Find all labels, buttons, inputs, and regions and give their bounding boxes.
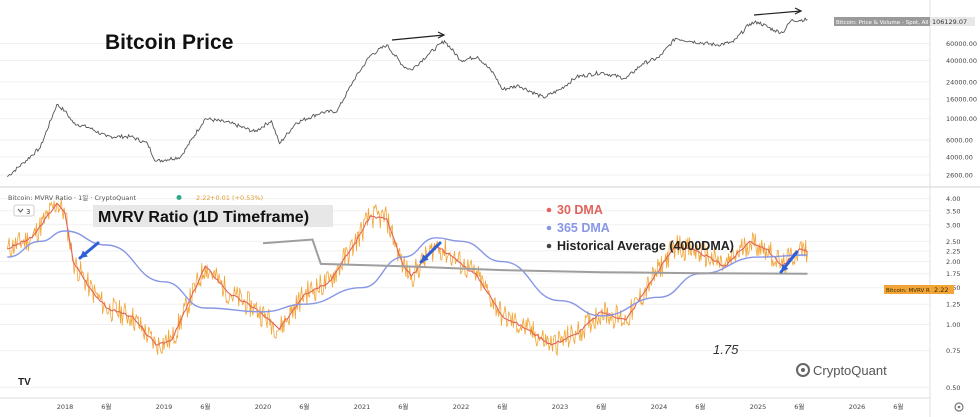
mvrv-series-name: Bitcoin: MVRV Ratio · 1일 · CryptoQuant — [8, 193, 137, 202]
x-tick-label: 2018 — [57, 403, 74, 411]
price-line — [7, 16, 808, 177]
arrow-2021-head — [421, 254, 429, 262]
legend-dot-3 — [546, 243, 552, 249]
price-y-tick-label: 40000.00 — [946, 57, 977, 65]
collapse-count: 3 — [26, 208, 30, 216]
time-axis: 2018 6월 2019 6월 2020 6월 2021 6월 2022 6월 2023 6월 2024… — [0, 397, 930, 411]
arrow-price-2021 — [391, 31, 446, 41]
price-y-tick-label: 10000.00 — [946, 115, 977, 123]
price-y-tick-label: 24000.00 — [946, 78, 977, 86]
mvrv-daily-line — [6, 199, 808, 357]
historical-average-note: 1.75 — [713, 342, 739, 357]
arrow-2018-head — [80, 250, 88, 258]
x-tick-label: 2020 — [255, 403, 272, 411]
arrow-price-2025 — [753, 7, 803, 16]
price-y-tick-label: 16000.00 — [946, 95, 977, 103]
price-last-badge: Bitcoin: Price & Volume - Spot, All E...… — [834, 17, 975, 26]
mvrv-header-change: +0.01 (+0.53%) — [210, 194, 263, 202]
mvrv-chart-title: MVRV Ratio (1D Timeframe) — [98, 209, 309, 226]
mvrv-y-tick-label: 3.50 — [946, 207, 960, 215]
annotation-arrows — [78, 7, 803, 274]
mvrv-plot — [6, 199, 808, 357]
price-chart-title: Bitcoin Price — [105, 31, 233, 54]
x-tick-label: 6월 — [398, 402, 408, 411]
tradingview-logo-icon: TV — [18, 377, 31, 388]
x-tick-label: 2024 — [651, 403, 668, 411]
price-last-value: 106129.07 — [932, 18, 967, 26]
x-tick-label: 2022 — [453, 403, 470, 411]
x-tick-label: 6월 — [101, 402, 111, 411]
mvrv-y-tick-label: 0.50 — [946, 384, 960, 392]
x-tick-label: 6월 — [695, 402, 705, 411]
mvrv-y-tick-label: 2.50 — [946, 238, 960, 246]
mvrv-y-tick-label: 1.25 — [946, 301, 960, 309]
legend-label-2: 365 DMA — [557, 221, 610, 235]
legend-dot-2 — [546, 225, 552, 231]
gridlines — [0, 42, 930, 388]
collapse-toggle[interactable]: 3 — [13, 204, 35, 217]
mvrv-badge-label: Bitcoin: MVRV Ratio — [886, 288, 941, 294]
mvrv-header-value: 2.22 — [196, 194, 210, 202]
arrow-2021 — [419, 241, 442, 264]
mvrv-y-tick-label: 1.75 — [946, 270, 960, 278]
cryptoquant-watermark: CryptoQuant — [796, 363, 887, 378]
price-y-tick-label: 4000.00 — [946, 153, 973, 161]
mvrv-y-tick-label: 3.00 — [946, 221, 960, 229]
status-dot-icon — [176, 195, 182, 200]
axis-settings-gear-icon[interactable] — [954, 402, 964, 412]
legend-dot-1 — [546, 207, 552, 213]
cryptoquant-logo-icon — [796, 363, 810, 377]
watermark-text: CryptoQuant — [813, 363, 887, 378]
arrow-price-2021-shaft — [391, 34, 445, 41]
mvrv-y-tick-label: 4.00 — [946, 195, 960, 203]
price-series-label: Bitcoin: Price & Volume - Spot, All E... — [836, 20, 939, 26]
arrow-2025 — [779, 250, 799, 274]
dma30-line — [7, 202, 808, 346]
price-y-axis: 2600.00 4000.00 6000.00 10000.00 16000.00 240… — [946, 40, 977, 180]
chevron-down-icon — [17, 208, 24, 213]
price-y-tick-label: 60000.00 — [946, 40, 977, 48]
legend-label-3: Historical Average (4000DMA) — [557, 239, 734, 253]
legend: 30 DMA 365 DMA Historical Average (4000DMA… — [546, 203, 734, 253]
mvrv-header: Bitcoin: MVRV Ratio · 1일 · CryptoQuant 2… — [8, 193, 263, 202]
mvrv-badge-value: 2.22 — [934, 286, 948, 294]
arrow-price-2025-shaft — [753, 10, 802, 16]
price-y-tick-label: 2600.00 — [946, 172, 973, 180]
mvrv-y-tick-label: 0.75 — [946, 347, 960, 355]
legend-label-1: 30 DMA — [557, 203, 603, 217]
x-tick-label: 6월 — [596, 402, 606, 411]
x-tick-label: 2026 — [849, 403, 866, 411]
x-tick-label: 2023 — [552, 403, 569, 411]
arrow-price-2021-head — [437, 31, 446, 39]
x-tick-label: 2019 — [156, 403, 173, 411]
mvrv-y-tick-label: 2.00 — [946, 258, 960, 266]
price-y-tick-label: 6000.00 — [946, 136, 973, 144]
svg-text:TV: TV — [18, 377, 31, 388]
x-tick-label: 6월 — [299, 402, 309, 411]
x-tick-label: 2021 — [354, 403, 371, 411]
mvrv-last-badge: Bitcoin: MVRV Ratio 2.22 — [884, 285, 954, 294]
x-tick-label: 6월 — [794, 402, 804, 411]
arrow-price-2025-head — [794, 7, 803, 15]
historical-average-line — [262, 238, 808, 275]
arrow-2025-head — [781, 264, 789, 272]
mvrv-y-tick-label: 2.25 — [946, 247, 960, 255]
x-tick-label: 2025 — [750, 403, 767, 411]
arrow-2018 — [78, 241, 100, 260]
x-tick-label: 6월 — [497, 402, 507, 411]
price-plot — [7, 16, 808, 177]
mvrv-title-box: MVRV Ratio (1D Timeframe) — [93, 205, 333, 227]
dma365-line — [7, 230, 808, 317]
mvrv-y-tick-label: 1.00 — [946, 321, 960, 329]
x-tick-label: 6월 — [893, 402, 903, 411]
x-tick-label: 6월 — [200, 402, 210, 411]
